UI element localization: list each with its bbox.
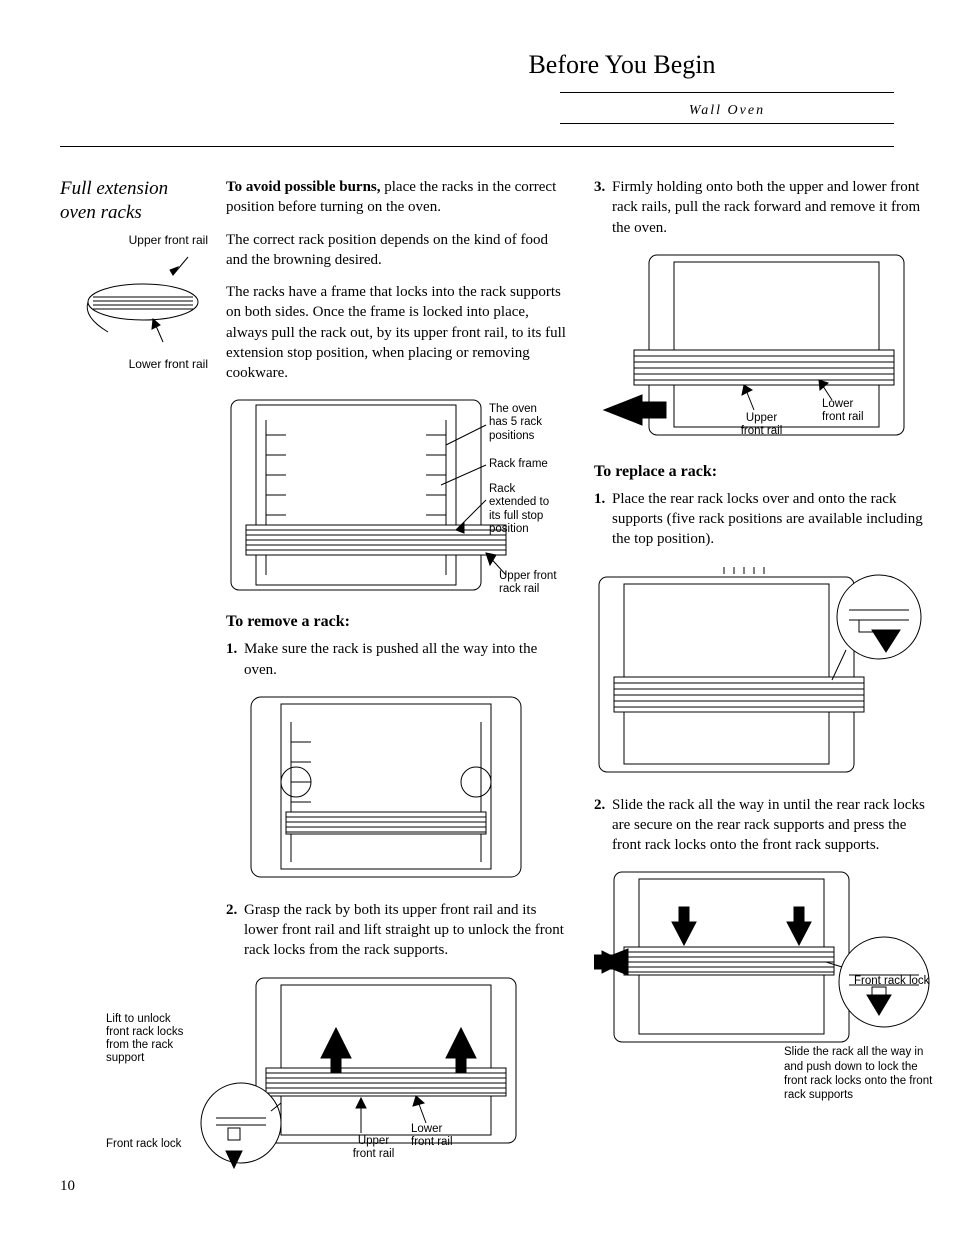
fig-label: The oven has 5 rack positions — [489, 403, 554, 443]
sidebar-figure: Upper front rail Lower front rail — [60, 233, 208, 372]
fig-label: Lower front rail — [411, 1123, 466, 1149]
intro-p3: The racks have a frame that locks into t… — [226, 282, 566, 383]
page-header: Before You Begin Wall Oven — [60, 50, 894, 147]
remove-step-3: Firmly holding onto both the upper and l… — [594, 177, 934, 238]
remove-steps-2: Grasp the rack by both its upper front r… — [226, 900, 566, 961]
figure-pull-out: Upper front rail Lower front rail — [594, 250, 934, 445]
fig-label: Rack frame — [489, 458, 554, 471]
page-subtitle: Wall Oven — [560, 99, 894, 124]
rack-icon — [78, 247, 208, 357]
fig-label: Front rack lock — [106, 1138, 196, 1151]
page-number: 10 — [60, 1178, 75, 1195]
heading-remove: To remove a rack: — [226, 613, 566, 631]
page-title: Before You Begin — [440, 50, 894, 80]
fig-label: Lift to unlock front rack locks from the… — [106, 1013, 191, 1066]
figure-caption: Slide the rack all the way in and push d… — [784, 1045, 934, 1103]
fig-label: Rack extended to its full stop position — [489, 483, 559, 536]
oven-diagram-icon — [594, 562, 924, 777]
replace-step-1: Place the rear rack locks over and onto … — [594, 489, 934, 550]
intro-p2: The correct rack position depends on the… — [226, 230, 566, 271]
content-columns: To avoid possible burns, place the racks… — [226, 177, 934, 1191]
remove-steps: Make sure the rack is pushed all the way… — [226, 639, 566, 680]
figure-lift-unlock: Lift to unlock front rack locks from the… — [106, 973, 566, 1173]
fig-label: Front rack lock — [854, 975, 934, 988]
figure-rack-in — [226, 692, 566, 882]
column-left: To avoid possible burns, place the racks… — [226, 177, 566, 1191]
figure-oven-positions: The oven has 5 rack positions Rack frame… — [226, 395, 566, 595]
page-body: Full extension oven racks Upper front ra… — [60, 177, 894, 1191]
oven-diagram-icon — [226, 692, 536, 882]
remove-steps-3: Firmly holding onto both the upper and l… — [594, 177, 934, 238]
replace-step-2: Slide the rack all the way in until the … — [594, 795, 934, 856]
replace-steps: Place the rear rack locks over and onto … — [594, 489, 934, 550]
remove-step-2: Grasp the rack by both its upper front r… — [226, 900, 566, 961]
heading-replace: To replace a rack: — [594, 463, 934, 481]
fig-label: Upper front rail — [734, 412, 789, 438]
label-lower-rail: Lower front rail — [60, 357, 208, 371]
intro-p1: To avoid possible burns, place the racks… — [226, 177, 566, 218]
section-title: Full extension oven racks — [60, 177, 208, 225]
figure-replace-2: Front rack lock Slide the rack all the w… — [594, 867, 934, 1097]
fig-label: Upper front rail — [346, 1135, 401, 1161]
remove-step-1: Make sure the rack is pushed all the way… — [226, 639, 566, 680]
oven-diagram-icon — [594, 867, 934, 1047]
fig-label: Upper front rack rail — [499, 570, 564, 596]
figure-replace-1 — [594, 562, 934, 777]
fig-label: Lower front rail — [822, 398, 877, 424]
replace-steps-2: Slide the rack all the way in until the … — [594, 795, 934, 856]
column-right: Firmly holding onto both the upper and l… — [594, 177, 934, 1191]
label-upper-rail: Upper front rail — [60, 233, 208, 247]
